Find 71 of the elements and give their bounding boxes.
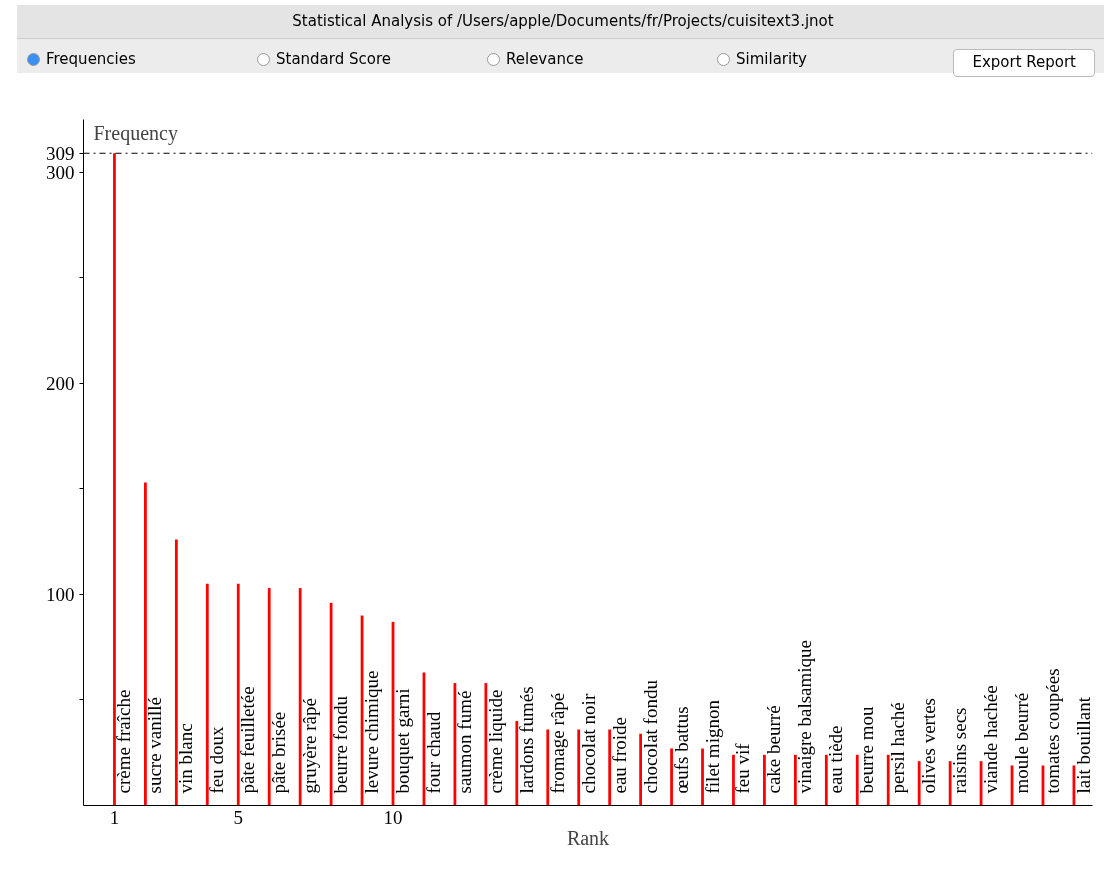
annotation: saumon fumé [453,690,475,794]
annotation: levure chimique [361,670,383,794]
bar [793,754,797,806]
bar [855,754,859,806]
bar [577,729,581,806]
annotation: œufs battus [670,706,692,794]
text: Export Report [953,49,1095,77]
y-tick-label: 309 [46,142,75,164]
x-axis-title: Rank [566,826,610,849]
annotation: eau froide [608,717,630,794]
bar [763,754,766,806]
annotation: beurre fondu [330,695,352,794]
annotation: tomates coupées [1041,668,1063,794]
bar [608,729,612,806]
text: Relevance [506,50,584,69]
annotation: bouquet garni [392,688,414,794]
chart-title: Statistical Analysis of /Users/apple/Documents/fr/Projects/cuisitext3.jnot [17,5,1104,40]
bar [701,748,704,806]
annotation: moule beurré [1011,692,1033,794]
y-axis-title: Frequency [93,121,178,145]
bar [824,754,828,806]
bar [144,482,147,806]
annotation: feu doux [206,725,228,794]
annotation: filet mignon [701,699,723,794]
bar [732,754,735,806]
annotation: gruyère râpé [299,698,321,794]
bar [670,748,673,806]
bar [205,583,209,806]
annotation: four chaud [422,711,444,794]
annotation: lait bouillant [1072,696,1094,794]
bar [298,588,302,806]
x-tick-label: 10 [383,806,403,828]
bar [639,733,643,806]
bar [886,754,890,806]
annotation: pâte feuilletée [237,686,259,794]
annotation: sucre vanillé [144,696,166,794]
annotation: persil haché [887,702,909,794]
annotation: olives vertes [918,697,940,794]
bar [329,602,333,806]
annotation: eau tiède [825,725,847,794]
annotation: lardons fumés [515,686,537,794]
bar [515,721,519,806]
annotation: feu vif [732,742,754,794]
bar [236,583,240,806]
x-tick-label: 5 [233,806,243,828]
annotation: crème fraîche [113,689,135,794]
annotation: chocolat noir [577,693,599,794]
text: Standard Score [276,50,392,69]
annotation: chocolat fondu [639,679,661,794]
y-tick-label: 300 [46,161,75,183]
bar [484,683,488,806]
annotation: viande hachée [980,685,1002,794]
text: Frequencies [46,50,136,69]
bar [113,153,116,806]
annotation: fromage râpé [546,692,568,794]
bar [917,761,921,806]
annotation: vinaigre balsamique [794,639,816,794]
bar [174,539,178,806]
y-tick-label: 100 [46,583,75,605]
x-tick-label: 1 [109,806,120,828]
bar [546,729,550,806]
annotation: pâte brisée [268,711,290,794]
annotation: beurre mou [856,705,878,794]
y-tick-label: 200 [46,372,75,394]
bar [948,761,952,806]
annotation: raisins secs [949,707,971,794]
annotation: vin blanc [175,723,197,794]
annotation: crème liquide [484,689,506,794]
annotation: cake beurré [763,705,785,794]
bar [267,588,271,806]
text: Similarity [736,50,807,69]
